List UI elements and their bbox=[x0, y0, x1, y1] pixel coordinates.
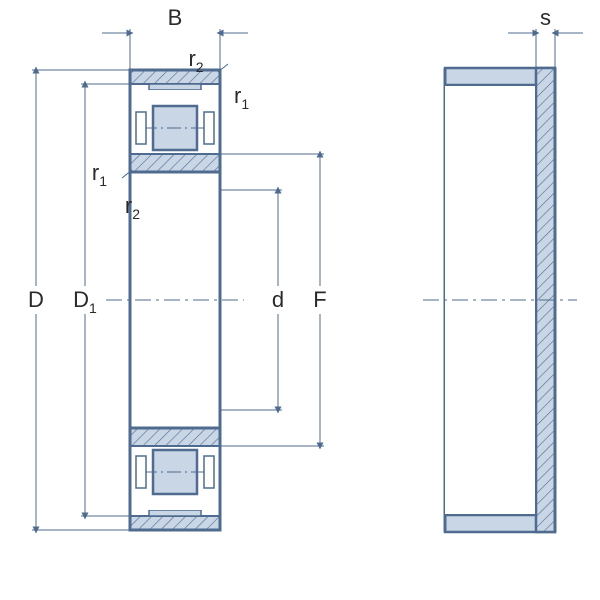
label-r2-upper-sub: 2 bbox=[196, 59, 204, 75]
label-r1-upper-main: r bbox=[234, 83, 241, 108]
dimension-d: d bbox=[272, 287, 284, 312]
dimension-s: s bbox=[540, 5, 551, 30]
dimension-F: F bbox=[313, 287, 326, 312]
label-r2-upper: r2 bbox=[188, 46, 203, 75]
label-r2-upper-main: r bbox=[188, 46, 195, 71]
dimension-D-main: D bbox=[28, 287, 44, 312]
label-r1-lower: r1 bbox=[92, 160, 107, 189]
label-r2-lower: r2 bbox=[125, 193, 140, 222]
dimension-B-main: B bbox=[168, 5, 183, 30]
dimension-D1-main: D bbox=[73, 287, 89, 312]
label-r1-upper-sub: 1 bbox=[241, 96, 249, 112]
label-r1-lower-main: r bbox=[92, 160, 99, 185]
dimension-B: B bbox=[168, 5, 183, 30]
label-r1-upper: r1 bbox=[234, 83, 249, 112]
dimension-F-main: F bbox=[313, 287, 326, 312]
dimension-d-main: d bbox=[272, 287, 284, 312]
dimension-D: D bbox=[28, 287, 44, 312]
label-r2-lower-sub: 2 bbox=[132, 206, 140, 222]
label-r2-lower-main: r bbox=[125, 193, 132, 218]
dimension-s-main: s bbox=[540, 5, 551, 30]
dimension-D1-sub: 1 bbox=[89, 300, 97, 316]
label-r1-lower-sub: 1 bbox=[99, 173, 107, 189]
